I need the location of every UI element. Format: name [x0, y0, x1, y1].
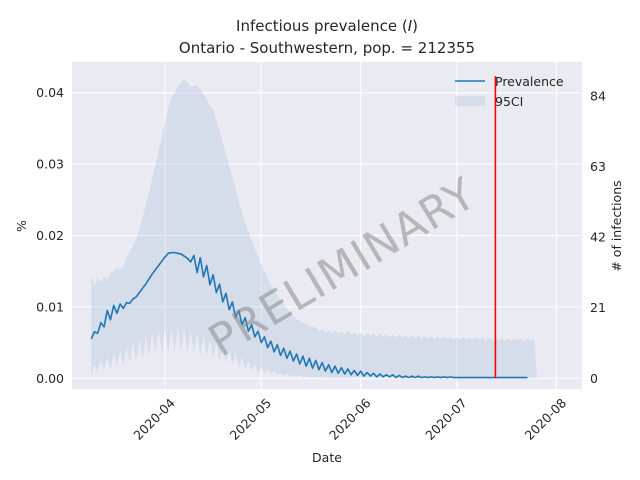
chart-title: Infectious prevalence (I) — [236, 17, 418, 35]
x-axis-label: Date — [312, 450, 342, 465]
grid-lines — [72, 62, 582, 389]
y-tick-label: 0.02 — [36, 228, 64, 243]
y2-tick-label: 21 — [590, 300, 606, 315]
ci-band-95 — [91, 79, 538, 378]
y-tick-label: 0.03 — [36, 157, 64, 172]
legend: Prevalence 95CI — [455, 74, 564, 109]
y-tick-label: 0.00 — [36, 371, 64, 386]
y-tick-label: 0.04 — [36, 85, 64, 100]
prevalence-line — [90, 251, 528, 379]
chart-subtitle: Ontario - Southwestern, pop. = 212355 — [179, 39, 475, 57]
y2-tick-label: 0 — [590, 371, 598, 386]
y2-tick-label: 42 — [590, 230, 606, 245]
y2-tick-label: 84 — [590, 88, 606, 103]
y2-axis-ticks: 0 21 42 63 84 — [590, 88, 606, 385]
legend-label-prevalence: Prevalence — [495, 74, 564, 89]
y-axis-ticks: 0.00 0.01 0.02 0.03 0.04 — [36, 85, 64, 386]
y-tick-label: 0.01 — [36, 299, 64, 314]
y-axis-label: % — [14, 220, 29, 232]
y2-tick-label: 63 — [590, 159, 606, 174]
plot-area — [72, 62, 582, 389]
legend-label-95ci: 95CI — [495, 94, 523, 109]
y2-axis-label: # of infections — [609, 180, 624, 271]
legend-swatch-95ci — [455, 96, 485, 106]
